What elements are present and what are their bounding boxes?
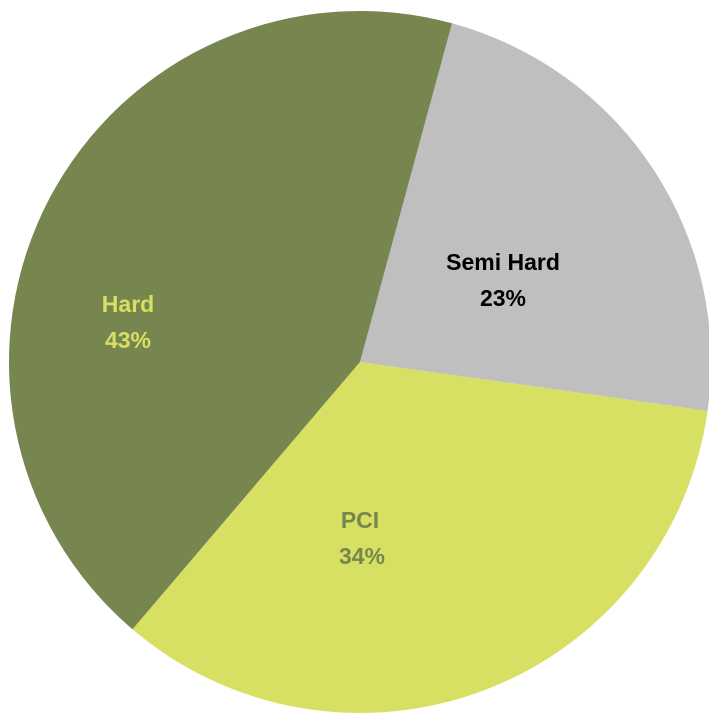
slice-value-label: 43% <box>105 327 151 353</box>
pie-slice <box>8 11 453 630</box>
slice-value-label: 23% <box>480 285 526 311</box>
pie-slice <box>132 362 708 713</box>
slice-label: Hard <box>102 291 154 317</box>
pie-slice <box>360 23 709 411</box>
slice-label: Semi Hard <box>446 249 560 275</box>
slice-value-label: 34% <box>339 543 385 569</box>
slice-label: PCI <box>341 507 379 533</box>
